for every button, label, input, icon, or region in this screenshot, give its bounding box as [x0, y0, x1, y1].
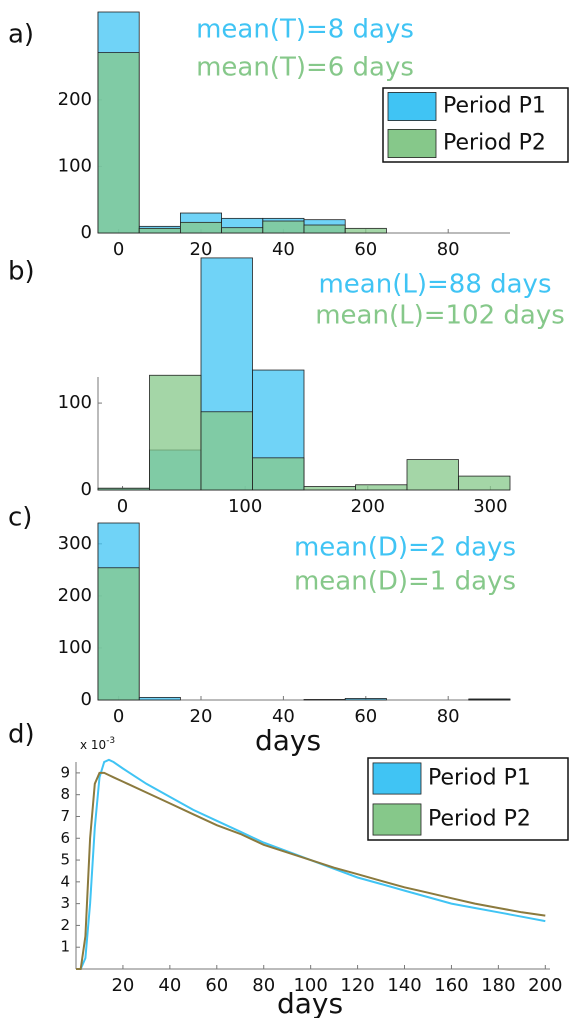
x-tick-label: 140 — [387, 975, 421, 996]
x-tick-label: 60 — [354, 239, 377, 260]
y-tick-label: 100 — [58, 392, 92, 413]
hist-bar — [344, 698, 387, 701]
legend-swatch — [372, 762, 422, 795]
annotation: mean(T)=8 days — [196, 15, 414, 45]
hist-bar — [179, 221, 222, 234]
legend-label: Period P1 — [428, 766, 531, 791]
y-tick-label: 100 — [58, 637, 92, 658]
x-tick-label: 160 — [434, 975, 468, 996]
x-tick-label: 60 — [354, 706, 377, 727]
hist-bar — [355, 484, 408, 491]
hist-bar — [344, 227, 387, 234]
hist-bar — [303, 224, 346, 234]
x-tick-label: 60 — [205, 975, 228, 996]
y-tick-label: 300 — [58, 533, 92, 554]
legend-label: Period P2 — [428, 807, 531, 832]
panel-label: d) — [8, 720, 35, 750]
x-tick-label: 300 — [473, 496, 507, 517]
x-tick-label: 80 — [437, 239, 460, 260]
hist-bar — [138, 227, 181, 234]
legend-swatch — [387, 92, 437, 121]
y-multiplier-base: x 10 — [80, 738, 106, 752]
hist-bar — [458, 475, 511, 491]
y-tick-label: 0 — [81, 222, 92, 243]
x-tick-label: 100 — [228, 496, 262, 517]
x-tick-label: 0 — [117, 496, 128, 517]
hist-bar — [303, 486, 356, 491]
legend-label: Period P1 — [443, 94, 546, 119]
hist-bar — [262, 220, 305, 234]
x-tick-label: 20 — [111, 975, 134, 996]
x-tick-label: 100 — [293, 975, 327, 996]
y-tick-label: 0 — [81, 689, 92, 710]
y-tick-label: 9 — [60, 763, 70, 781]
x-tick-label: 20 — [190, 706, 213, 727]
hist-bar — [97, 487, 150, 491]
x-tick-label: 20 — [190, 239, 213, 260]
panel-label: a) — [8, 20, 34, 50]
y-tick-label: 4 — [60, 872, 70, 890]
y-multiplier-exponent: -3 — [106, 736, 115, 746]
hist-bar — [406, 459, 459, 491]
x-tick-label: 80 — [437, 706, 460, 727]
series-line — [76, 771, 546, 970]
y-tick-label: 7 — [60, 807, 70, 825]
panel-label: b) — [8, 257, 35, 287]
y-tick-label: 200 — [58, 585, 92, 606]
y-tick-label: 200 — [58, 89, 92, 110]
y-tick-label: 3 — [60, 894, 70, 912]
hist-bar — [303, 699, 346, 701]
x-tick-label: 0 — [113, 706, 124, 727]
y-multiplier: x 10-3 — [80, 736, 115, 752]
x-tick-label: 180 — [481, 975, 515, 996]
legend-swatch — [372, 803, 422, 836]
annotation: mean(D)=2 days — [294, 533, 516, 563]
x-tick-label: 120 — [340, 975, 374, 996]
x-tick-label: 80 — [252, 975, 275, 996]
y-tick-label: 6 — [60, 829, 70, 847]
y-tick-label: 2 — [60, 916, 70, 934]
x-tick-label: 40 — [272, 239, 295, 260]
hist-bar — [252, 457, 305, 491]
x-axis-label: days — [277, 987, 343, 1018]
y-tick-label: 100 — [58, 155, 92, 176]
y-tick-label: 1 — [60, 938, 70, 956]
hist-bar — [97, 52, 140, 234]
x-tick-label: 200 — [528, 975, 562, 996]
legend-label: Period P2 — [443, 131, 546, 156]
hist-bar — [221, 227, 264, 234]
x-tick-label: 0 — [113, 239, 124, 260]
hist-bar — [97, 567, 140, 701]
annotation: mean(D)=1 days — [294, 567, 516, 597]
annotation: mean(L)=102 days — [315, 301, 565, 331]
y-tick-label: 0 — [81, 479, 92, 500]
annotation: mean(L)=88 days — [318, 270, 551, 300]
hist-bar — [138, 696, 181, 701]
x-tick-label: 40 — [158, 975, 181, 996]
y-tick-label: 5 — [60, 851, 70, 869]
series-line — [76, 758, 546, 970]
hist-bar — [200, 411, 253, 491]
y-tick-label: 8 — [60, 785, 70, 803]
legend-swatch — [387, 129, 437, 158]
hist-bar — [149, 374, 202, 491]
x-axis-label: days — [255, 724, 321, 757]
x-tick-label: 200 — [351, 496, 385, 517]
panel-label: c) — [8, 503, 32, 533]
annotation: mean(T)=6 days — [196, 53, 414, 83]
hist-bar — [468, 699, 511, 701]
x-tick-label: 40 — [272, 706, 295, 727]
